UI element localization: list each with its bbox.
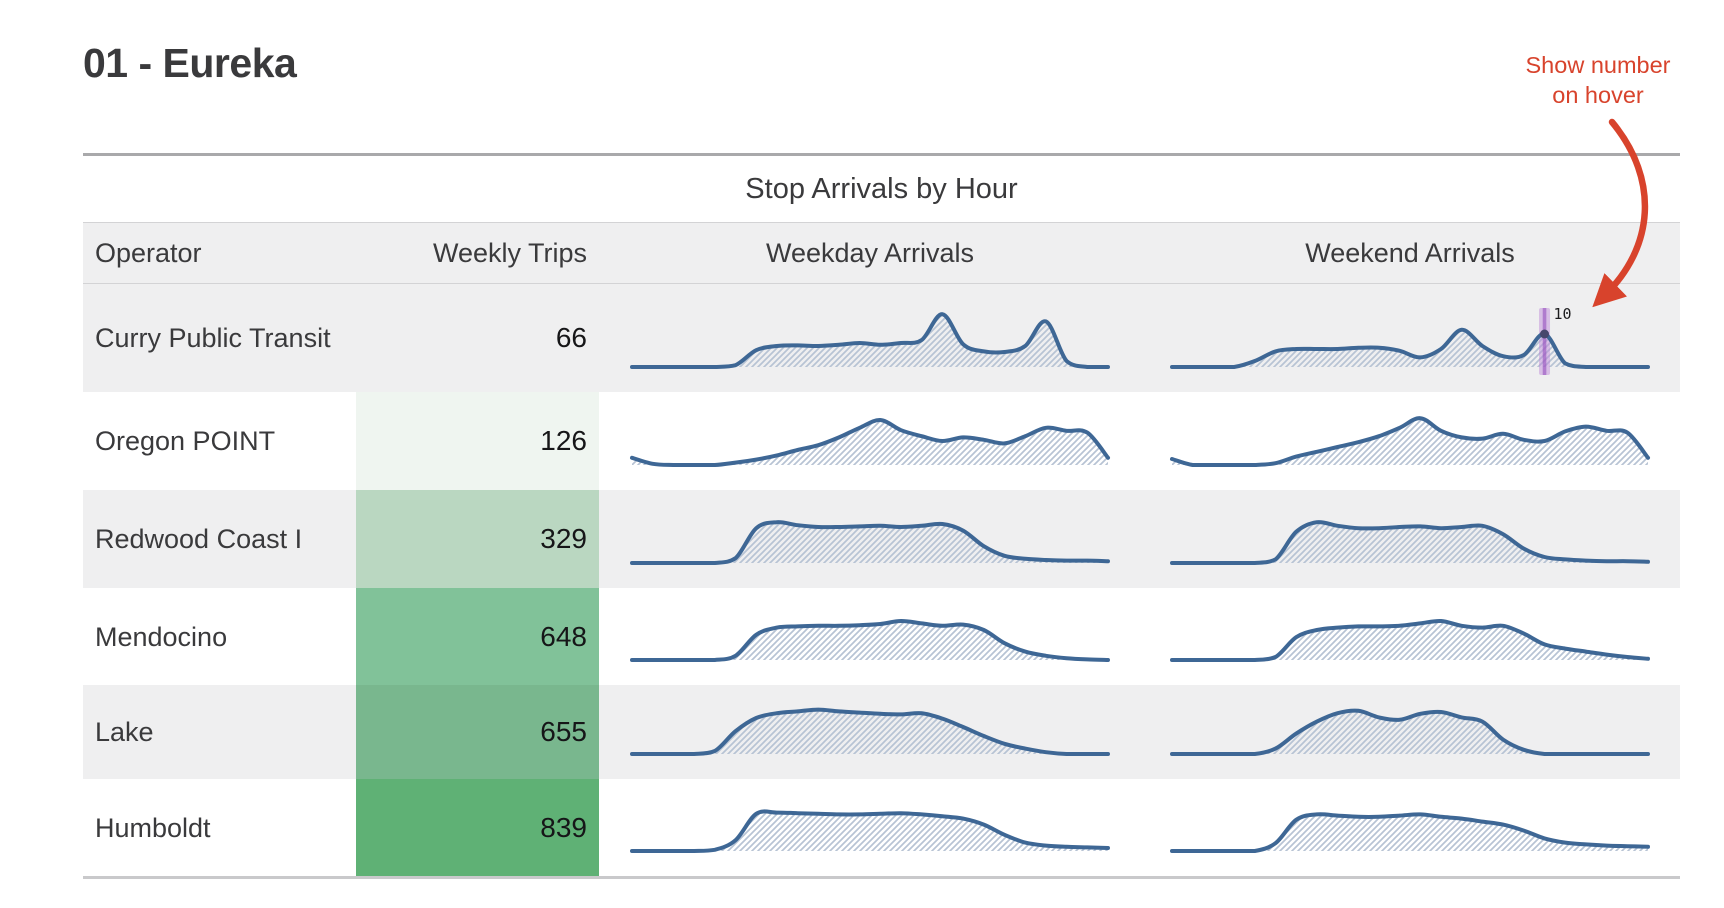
weekday-sparkline[interactable] (630, 688, 1110, 766)
hover-annotation: Show number on hover (1448, 50, 1724, 110)
table-top-border (83, 153, 1680, 156)
sparkline-area (1172, 620, 1648, 660)
table-row: Humboldt 839 (83, 779, 1680, 876)
weekly-trips-value: 126 (540, 425, 587, 456)
operator-cell: Redwood Coast I (95, 524, 303, 554)
table-row: Redwood Coast I 329 (83, 490, 1680, 588)
arrivals-table: Stop Arrivals by Hour Operator Weekly Tr… (83, 153, 1680, 879)
operator-cell: Humboldt (95, 812, 211, 843)
weekly-trips-cell: 655 (356, 685, 599, 779)
operator-cell: Lake (95, 717, 154, 747)
weekly-trips-value: 655 (540, 716, 587, 747)
sparkline-area (632, 419, 1108, 465)
weekend-sparkline[interactable] (1170, 688, 1650, 766)
table-row: Curry Public Transit 66 10 (83, 284, 1680, 392)
sparkline-area (632, 709, 1108, 754)
weekday-sparkline[interactable] (630, 594, 1110, 672)
table-row: Lake 655 (83, 685, 1680, 779)
sparkline-line (1170, 520, 1650, 565)
weekday-sparkline[interactable] (630, 301, 1110, 379)
operator-cell: Curry Public Transit (95, 323, 331, 353)
sparkline-area (1172, 418, 1648, 465)
sparkline-line (1170, 812, 1650, 853)
sparkline-line (630, 312, 1110, 369)
table-row: Mendocino 648 (83, 588, 1680, 685)
weekday-sparkline[interactable] (630, 785, 1110, 863)
weekend-sparkline[interactable]: 10 (1170, 301, 1650, 379)
column-header-weekend-arrivals: Weekend Arrivals (1305, 237, 1515, 268)
sparkline-area (632, 522, 1108, 563)
column-header-weekday-arrivals: Weekday Arrivals (765, 237, 975, 268)
weekend-sparkline[interactable] (1170, 399, 1650, 477)
divider (83, 283, 1680, 284)
table-row: Oregon POINT 126 (83, 392, 1680, 490)
sparkline-line (630, 618, 1110, 662)
page-title: 01 - Eureka (83, 40, 297, 86)
sparkline-area (632, 314, 1108, 367)
table-bottom-border (83, 876, 1680, 879)
weekend-sparkline[interactable] (1170, 594, 1650, 672)
weekly-trips-cell: 648 (356, 588, 599, 685)
sparkline-line (630, 418, 1110, 467)
weekly-trips-cell: 329 (356, 490, 599, 588)
hover-value-label: 10 (1554, 305, 1572, 323)
sparkline-area (1172, 710, 1648, 754)
sparkline-area (1172, 329, 1648, 367)
weekly-trips-value: 66 (555, 322, 587, 353)
sparkline-line (630, 520, 1110, 565)
weekly-trips-value: 839 (540, 811, 587, 843)
hover-annotation-line2: on hover (1552, 82, 1644, 108)
hover-annotation-line1: Show number (1525, 52, 1671, 78)
sparkline-line (630, 809, 1110, 853)
weekly-trips-cell: 839 (356, 779, 599, 876)
weekend-sparkline[interactable] (1170, 497, 1650, 575)
sparkline-area (1172, 814, 1648, 851)
column-header-weekly-trips: Weekly Trips (432, 237, 587, 268)
sparkline-area (632, 620, 1108, 660)
sparkline-line (1170, 618, 1650, 662)
weekday-sparkline[interactable] (630, 399, 1110, 477)
weekday-sparkline[interactable] (630, 497, 1110, 575)
operator-cell: Oregon POINT (95, 426, 276, 456)
weekly-trips-value: 648 (540, 620, 587, 652)
table-body: Curry Public Transit 66 10 Oregon POINT … (83, 284, 1680, 876)
weekend-sparkline[interactable] (1170, 785, 1650, 863)
weekly-trips-value: 329 (540, 523, 587, 554)
sparkline-line (1170, 708, 1650, 756)
hover-marker-core (1542, 308, 1547, 375)
weekly-trips-cell: 126 (356, 392, 599, 490)
operator-cell: Mendocino (95, 621, 228, 652)
weekly-trips-cell: 66 (356, 284, 599, 392)
sparkline-line (1170, 416, 1650, 467)
table-header-row: Operator Weekly Trips Weekday Arrivals W… (83, 223, 1680, 283)
sparkline-line (1170, 327, 1650, 369)
table-title: Stop Arrivals by Hour (745, 172, 1018, 205)
hover-marker-dot (1540, 329, 1550, 339)
column-header-operator: Operator (95, 237, 202, 268)
sparkline-line (630, 707, 1110, 756)
divider (83, 222, 1680, 223)
